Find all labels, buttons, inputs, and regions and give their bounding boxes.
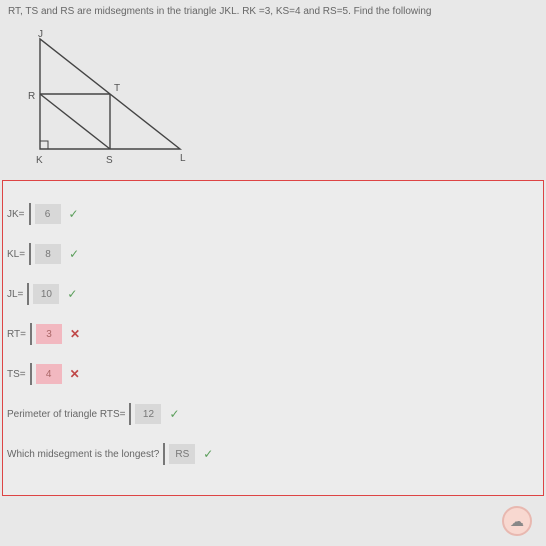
answer-value[interactable]: 4: [36, 364, 62, 384]
divider-bar: [30, 323, 32, 345]
answer-row: TS= 4 ✕: [7, 363, 535, 385]
label-k: K: [36, 155, 43, 166]
answer-label: KL=: [7, 249, 25, 260]
cross-icon: ✕: [70, 367, 80, 381]
triangle-svg: J R T K S L: [20, 29, 190, 169]
check-icon: ✓: [169, 407, 179, 421]
answer-value[interactable]: 8: [35, 244, 61, 264]
question-text: RT, TS and RS are midsegments in the tri…: [0, 0, 546, 21]
label-t: T: [114, 83, 120, 94]
divider-bar: [29, 203, 31, 225]
answers-panel: JK= 6 ✓ KL= 8 ✓ JL= 10 ✓ RT= 3 ✕ TS= 4 ✕…: [2, 180, 544, 496]
answer-value[interactable]: 3: [36, 324, 62, 344]
cross-icon: ✕: [70, 327, 80, 341]
answer-row: KL= 8 ✓: [7, 243, 535, 265]
divider-bar: [29, 243, 31, 265]
answer-value[interactable]: 6: [35, 204, 61, 224]
divider-bar: [30, 363, 32, 385]
answer-label: Perimeter of triangle RTS=: [7, 409, 125, 420]
answer-label: JK=: [7, 209, 25, 220]
check-icon: ✓: [67, 287, 77, 301]
triangle-figure: J R T K S L: [20, 29, 546, 172]
answer-row: Perimeter of triangle RTS= 12 ✓: [7, 403, 535, 425]
answer-row: Which midsegment is the longest? RS ✓: [7, 443, 535, 465]
answer-label: TS=: [7, 369, 26, 380]
label-s: S: [106, 155, 113, 166]
divider-bar: [27, 283, 29, 305]
thought-icon: ☁: [510, 513, 524, 530]
check-icon: ✓: [203, 447, 213, 461]
check-icon: ✓: [69, 247, 79, 261]
answer-value[interactable]: 10: [33, 284, 59, 304]
divider-bar: [129, 403, 131, 425]
seg-rs: [40, 94, 110, 149]
answer-row: JL= 10 ✓: [7, 283, 535, 305]
label-r: R: [28, 91, 35, 102]
answer-value[interactable]: 12: [135, 404, 161, 424]
answer-value[interactable]: RS: [169, 444, 195, 464]
answer-row: JK= 6 ✓: [7, 203, 535, 225]
help-button[interactable]: ☁: [502, 506, 532, 536]
check-icon: ✓: [69, 207, 79, 221]
divider-bar: [163, 443, 165, 465]
answer-label: Which midsegment is the longest?: [7, 449, 159, 460]
answer-label: RT=: [7, 329, 26, 340]
label-j: J: [38, 29, 43, 40]
answer-label: JL=: [7, 289, 23, 300]
answer-row: RT= 3 ✕: [7, 323, 535, 345]
right-angle-mark: [40, 141, 48, 149]
label-l: L: [180, 153, 186, 164]
